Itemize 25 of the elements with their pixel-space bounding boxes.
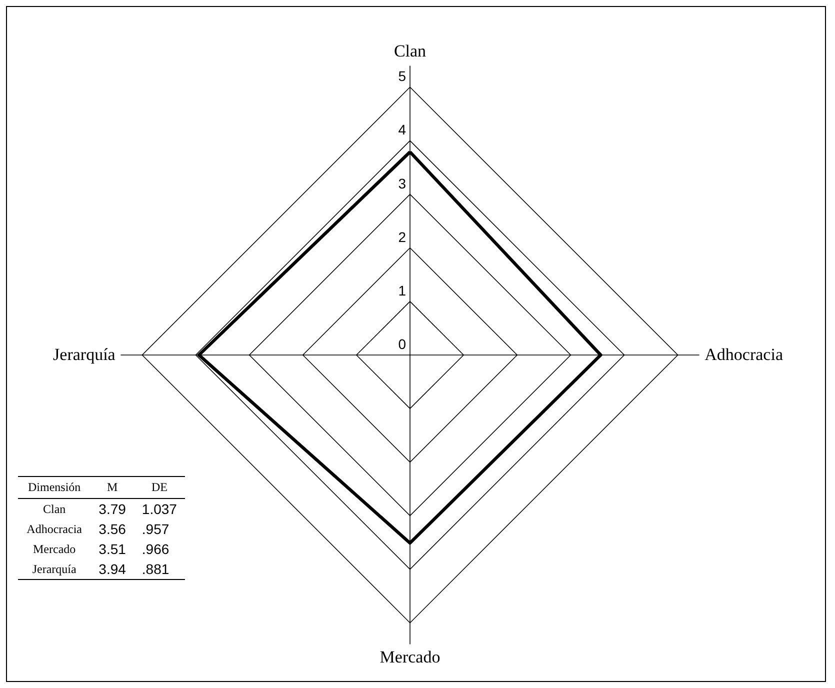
category-label: Adhocracia xyxy=(26,522,82,536)
text: .966 xyxy=(140,540,170,559)
spoke-label: Jerarquía xyxy=(53,345,116,364)
text: Dimensión xyxy=(18,476,91,498)
text: 3.51 xyxy=(98,540,127,559)
category-label: Clan xyxy=(43,502,66,516)
text: 3.94 xyxy=(90,559,134,580)
text: 3.79 xyxy=(98,500,127,519)
y-tick-label: 4 xyxy=(398,122,406,138)
text: M xyxy=(90,476,134,498)
spoke-label: Clan xyxy=(394,41,427,60)
text: .957 xyxy=(140,520,170,539)
y-tick-label: 2 xyxy=(398,228,406,245)
category-label: Mercado xyxy=(33,542,76,556)
y-tick-label: 0 xyxy=(398,336,406,352)
spoke-label: Mercado xyxy=(380,648,440,667)
text: .881 xyxy=(134,559,185,580)
text: DE xyxy=(134,476,185,498)
category-label: Jerarquía xyxy=(32,562,76,576)
y-tick-label: 3 xyxy=(398,175,406,192)
text: 3.56 xyxy=(98,520,127,539)
y-tick-label: 1 xyxy=(398,282,406,298)
spoke-label: Adhocracia xyxy=(704,345,784,364)
text: 1.037 xyxy=(140,500,178,519)
y-tick-label: 5 xyxy=(398,68,406,84)
